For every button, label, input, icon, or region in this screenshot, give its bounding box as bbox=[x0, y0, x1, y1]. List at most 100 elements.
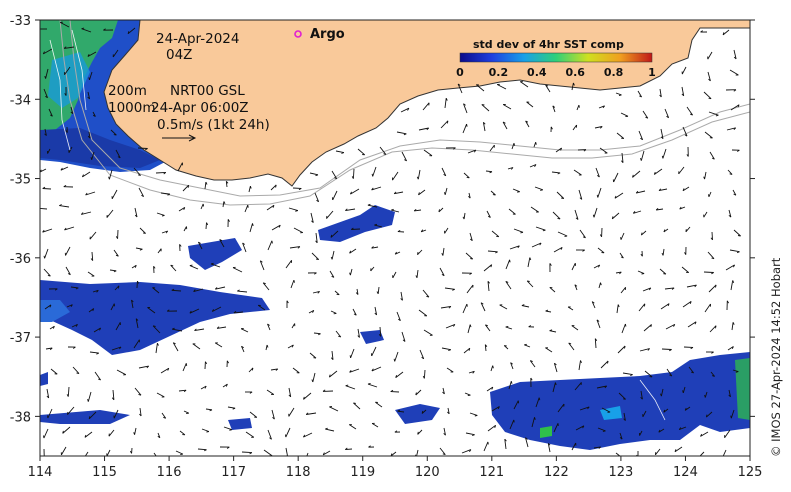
current-vector-head bbox=[415, 454, 417, 456]
current-vector bbox=[367, 204, 378, 208]
current-vector-head bbox=[645, 116, 648, 119]
current-vector bbox=[88, 411, 97, 420]
current-vector-head bbox=[690, 113, 693, 116]
current-vector bbox=[708, 111, 719, 116]
current-vector-head bbox=[63, 46, 67, 49]
current-vector-head bbox=[203, 449, 207, 452]
current-vector bbox=[171, 289, 182, 292]
current-vector bbox=[267, 429, 272, 440]
colorbar-bar bbox=[459, 52, 653, 63]
annotation-product: NRT00 GSL bbox=[170, 83, 245, 99]
current-vector bbox=[395, 371, 404, 378]
current-vector bbox=[502, 121, 508, 130]
current-vector bbox=[660, 303, 670, 310]
current-vector-head bbox=[715, 114, 719, 117]
current-vector bbox=[726, 127, 736, 131]
colorbar-tick-label: 0 bbox=[456, 66, 464, 79]
current-vector-head bbox=[715, 284, 717, 288]
current-vector-head bbox=[367, 382, 371, 385]
current-vector-head bbox=[466, 124, 468, 127]
current-vector bbox=[43, 428, 49, 439]
current-vector bbox=[84, 431, 93, 438]
current-vector-head bbox=[266, 344, 269, 348]
current-vector-head bbox=[119, 346, 122, 350]
current-vector bbox=[637, 270, 645, 275]
current-vector bbox=[306, 452, 309, 456]
current-vector bbox=[510, 362, 514, 370]
current-vector bbox=[50, 368, 58, 375]
current-vector-head bbox=[686, 154, 689, 157]
current-vector-head bbox=[422, 375, 425, 379]
current-vector bbox=[707, 251, 715, 260]
current-vector bbox=[172, 342, 179, 352]
current-vector-head bbox=[139, 248, 143, 251]
current-vector bbox=[438, 207, 444, 213]
current-vector-head bbox=[697, 456, 698, 459]
current-vector bbox=[725, 264, 735, 271]
current-vector-head bbox=[404, 159, 407, 162]
current-vector-head bbox=[42, 51, 45, 55]
current-vector bbox=[535, 397, 540, 408]
current-vector bbox=[525, 437, 529, 448]
current-vector bbox=[189, 308, 200, 314]
current-vector-head bbox=[703, 176, 706, 180]
current-vector-head bbox=[115, 236, 118, 239]
current-vector bbox=[334, 290, 340, 296]
current-vector-head bbox=[658, 429, 661, 433]
current-vector-head bbox=[554, 362, 557, 366]
current-vector bbox=[371, 366, 382, 372]
current-vector bbox=[490, 365, 494, 372]
current-vector bbox=[511, 143, 515, 150]
current-vector-head bbox=[469, 272, 472, 275]
current-vector bbox=[108, 169, 113, 180]
current-vector bbox=[640, 150, 645, 161]
current-vector bbox=[43, 88, 48, 98]
current-vector bbox=[222, 201, 225, 208]
current-vector bbox=[597, 427, 606, 432]
current-vector-head bbox=[42, 186, 46, 189]
current-vector bbox=[85, 191, 96, 196]
current-vector-head bbox=[54, 288, 58, 291]
current-vector bbox=[709, 151, 715, 160]
argo-legend-label: Argo bbox=[310, 27, 345, 42]
current-vector bbox=[315, 232, 318, 243]
current-vector bbox=[288, 387, 292, 397]
current-vector bbox=[520, 81, 529, 88]
current-vector bbox=[423, 329, 433, 336]
current-vector-head bbox=[624, 345, 626, 349]
current-vector bbox=[491, 406, 500, 412]
current-vector bbox=[46, 388, 50, 398]
current-vector bbox=[722, 29, 730, 36]
current-vector bbox=[133, 339, 140, 349]
current-vector bbox=[350, 188, 360, 195]
current-vector bbox=[659, 88, 662, 98]
current-vector-head bbox=[674, 449, 677, 452]
current-vector bbox=[682, 186, 690, 192]
current-vector-head bbox=[494, 425, 497, 428]
current-vector bbox=[292, 367, 300, 374]
current-vector-head bbox=[733, 89, 737, 92]
current-vector-head bbox=[604, 385, 608, 389]
current-vector-head bbox=[598, 446, 602, 449]
current-vector bbox=[704, 131, 713, 139]
current-vector bbox=[642, 410, 647, 418]
current-vector-head bbox=[474, 414, 478, 417]
scale-arrow-icon bbox=[162, 134, 197, 142]
current-vector-head bbox=[492, 365, 494, 369]
current-vector-head bbox=[350, 191, 352, 195]
current-vector bbox=[416, 449, 419, 456]
current-vector-head bbox=[345, 384, 349, 387]
current-vector-head bbox=[618, 94, 622, 96]
current-vector-head bbox=[341, 152, 345, 154]
current-vector-head bbox=[421, 356, 424, 360]
current-vector bbox=[330, 310, 337, 314]
current-vector-head bbox=[545, 309, 549, 312]
current-vector bbox=[496, 84, 507, 90]
current-vector bbox=[727, 169, 733, 175]
current-vector-head bbox=[249, 185, 252, 189]
current-vector bbox=[134, 427, 137, 435]
current-vector bbox=[503, 345, 509, 350]
annotation-time: 04Z bbox=[166, 47, 192, 63]
current-vector-head bbox=[684, 134, 688, 137]
current-vector bbox=[417, 429, 423, 435]
